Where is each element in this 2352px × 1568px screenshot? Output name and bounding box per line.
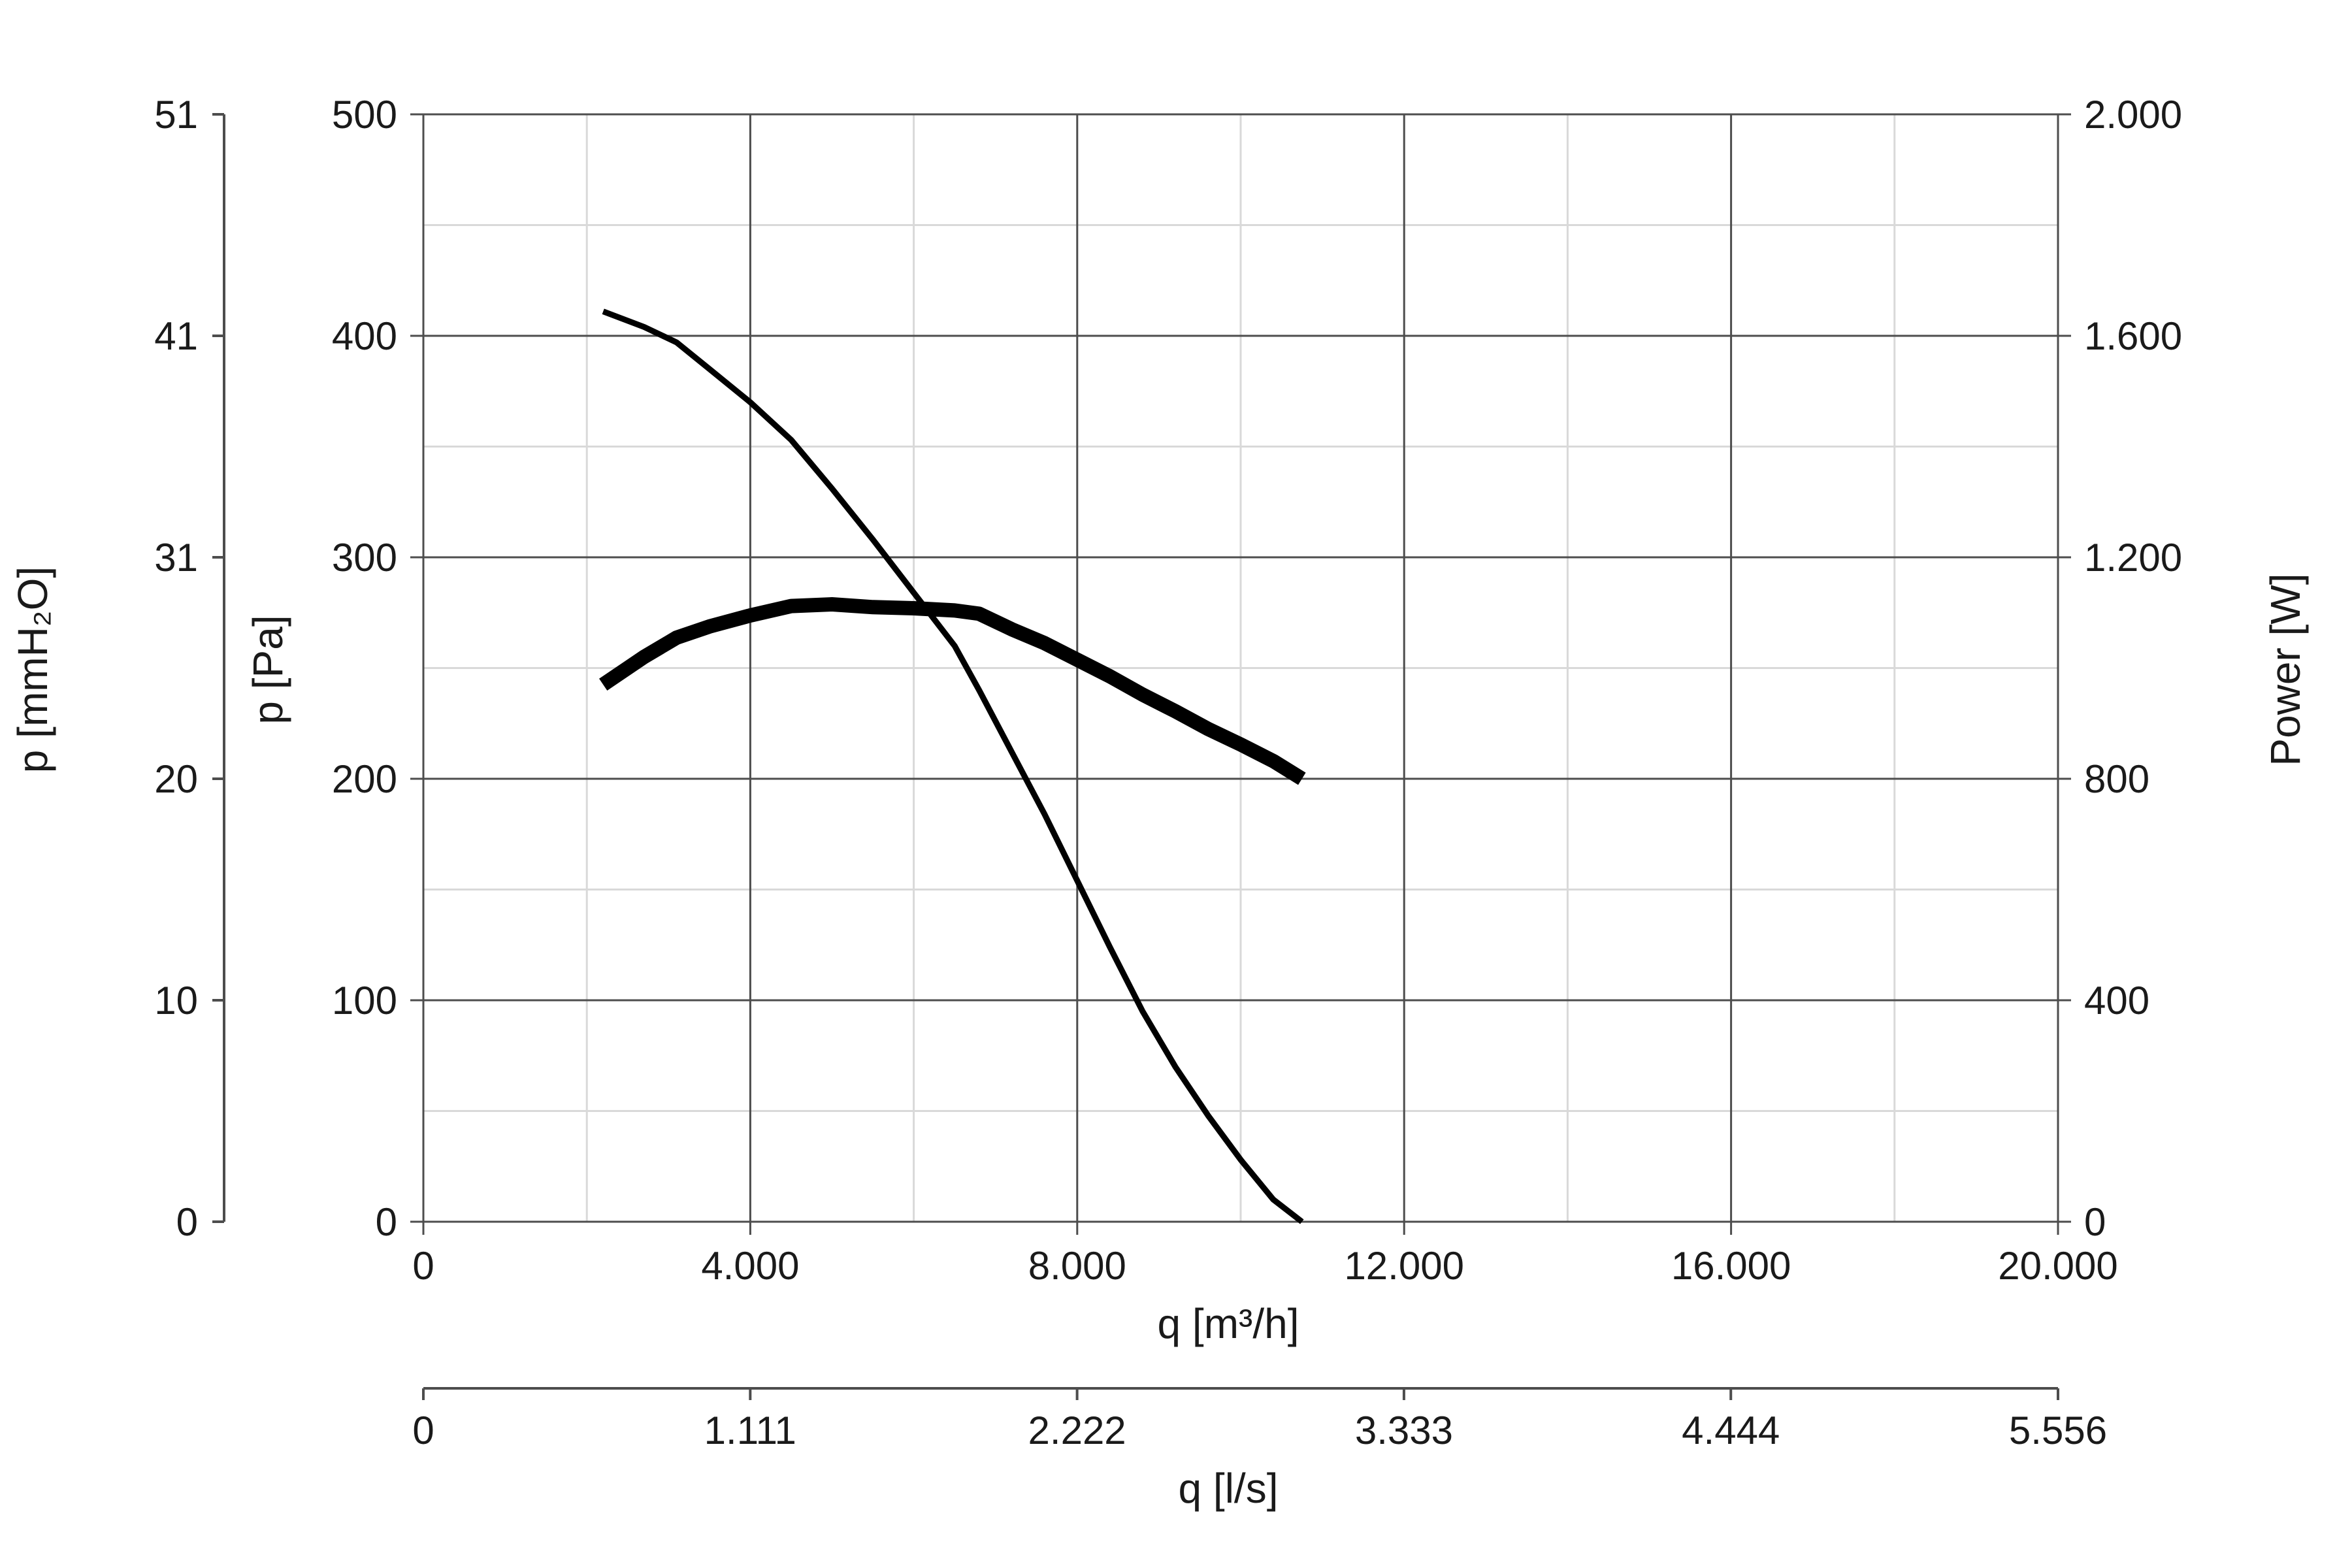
- x-tick-label: 8.000: [1028, 1244, 1126, 1288]
- minor-grid: [423, 114, 2058, 1222]
- mmh2o-tick-label: 31: [154, 536, 198, 580]
- y-mmh2o-axis-title: p [mmH₂O]: [9, 566, 56, 773]
- y-tick-label: 100: [332, 979, 397, 1022]
- x2-tick-label: 0: [412, 1409, 434, 1452]
- x2-tick-label: 4.444: [1682, 1409, 1780, 1452]
- x2-tick-label: 3.333: [1355, 1409, 1453, 1452]
- x2-tick-label: 2.222: [1028, 1409, 1126, 1452]
- x2-axis-title: q [l/s]: [1179, 1465, 1279, 1512]
- y2-tick-label: 2.000: [2084, 93, 2182, 137]
- x2-tick-label: 1.111: [704, 1409, 796, 1452]
- y2-tick-label: 400: [2084, 979, 2149, 1022]
- x-tick-label: 12.000: [1344, 1244, 1464, 1288]
- major-grid: [422, 113, 2059, 1223]
- axes: [212, 113, 2071, 1400]
- mmh2o-tick-label: 41: [154, 314, 198, 358]
- y2-axis-title: Power [W]: [2262, 573, 2309, 766]
- y-axis-title: p [Pa]: [244, 615, 291, 724]
- mmh2o-tick-label: 10: [154, 979, 198, 1022]
- y-tick-label: 500: [332, 93, 397, 137]
- mmh2o-tick-label: 20: [154, 757, 198, 801]
- power-curve: [599, 597, 1306, 785]
- x-tick-label: 4.000: [701, 1244, 799, 1288]
- mmh2o-tick-label: 51: [154, 93, 198, 137]
- y2-tick-label: 1.600: [2084, 314, 2182, 358]
- y-tick-label: 300: [332, 536, 397, 580]
- x2-tick-label: 5.556: [2009, 1409, 2107, 1452]
- data-series: [599, 308, 1306, 1224]
- x-tick-label: 20.000: [1998, 1244, 2118, 1288]
- x-tick-label: 0: [412, 1244, 434, 1288]
- pressure-curve: [602, 308, 1304, 1224]
- y2-tick-label: 800: [2084, 757, 2149, 801]
- x-tick-label: 16.000: [1671, 1244, 1791, 1288]
- y-tick-label: 0: [376, 1200, 397, 1244]
- x-axis-title: q [m³/h]: [1158, 1300, 1299, 1347]
- y2-tick-label: 1.200: [2084, 536, 2182, 580]
- mmh2o-tick-label: 0: [176, 1200, 198, 1244]
- y-tick-label: 200: [332, 757, 397, 801]
- y-tick-label: 400: [332, 314, 397, 358]
- y2-tick-label: 0: [2084, 1200, 2106, 1244]
